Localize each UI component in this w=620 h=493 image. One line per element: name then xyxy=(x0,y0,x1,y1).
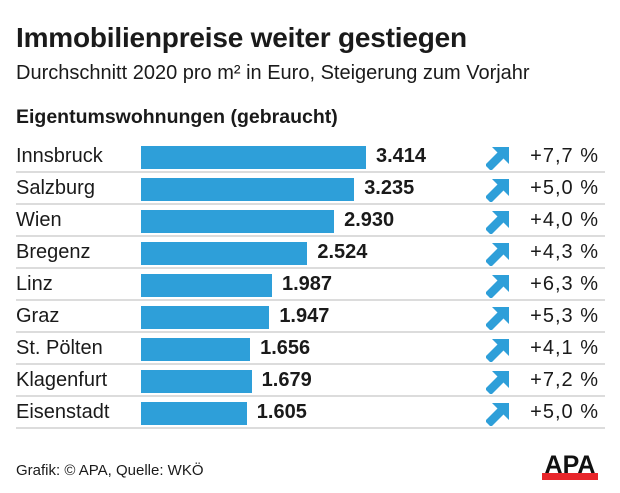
bar xyxy=(141,306,270,329)
change-label: +4,0 % xyxy=(530,209,599,231)
change-label: +5,0 % xyxy=(530,177,599,199)
change-label: +4,1 % xyxy=(530,337,599,359)
arrow-up-right-icon xyxy=(486,211,509,234)
bar xyxy=(141,338,251,361)
change-label: +6,3 % xyxy=(530,273,599,295)
change-label: +7,2 % xyxy=(530,369,599,391)
category-label: Salzburg xyxy=(16,177,95,199)
bar-row: Wien 2.930 +4,0 % xyxy=(16,205,605,237)
bar-row: St. Pölten 1.656 +4,1 % xyxy=(16,333,605,365)
value-label: 3.235 xyxy=(364,177,415,199)
category-label: Graz xyxy=(16,305,60,327)
arrow-up-right-icon xyxy=(486,307,509,330)
category-label: St. Pölten xyxy=(16,337,103,359)
category-label: Klagenfurt xyxy=(16,369,108,391)
value-label: 1.947 xyxy=(279,305,330,327)
bar xyxy=(141,178,355,201)
bar xyxy=(141,146,366,169)
change-label: +7,7 % xyxy=(530,145,599,167)
category-label: Bregenz xyxy=(16,241,91,263)
bar-row: Salzburg 3.235 +5,0 % xyxy=(16,173,605,205)
value-label: 3.414 xyxy=(376,145,427,167)
change-label: +5,3 % xyxy=(530,305,599,327)
category-label: Linz xyxy=(16,273,53,295)
value-label: 2.930 xyxy=(344,209,395,231)
section-heading: Eigentumswohnungen (gebraucht) xyxy=(16,106,338,128)
change-label: +5,0 % xyxy=(530,401,599,423)
bar xyxy=(141,242,308,265)
bar-row: Klagenfurt 1.679 +7,2 % xyxy=(16,365,605,397)
value-label: 1.605 xyxy=(256,401,307,423)
bar-row: Eisenstadt 1.605 +5,0 % xyxy=(16,397,605,429)
bar-chart: Innsbruck 3.414 +7,7 % Salzburg 3.235 +5,0 % W… xyxy=(16,141,605,429)
chart-title: Immobilienpreise weiter gestiegen xyxy=(16,22,467,53)
arrow-up-right-icon xyxy=(486,275,509,298)
category-label: Innsbruck xyxy=(16,145,103,167)
value-label: 1.679 xyxy=(261,369,312,391)
value-label: 2.524 xyxy=(317,241,368,263)
source-credit: Grafik: © APA, Quelle: WKÖ xyxy=(16,462,204,479)
arrow-up-right-icon xyxy=(486,371,509,394)
chart-subtitle: Durchschnitt 2020 pro m² in Euro, Steige… xyxy=(16,62,530,84)
arrow-up-right-icon xyxy=(486,179,509,202)
bar-row: Linz 1.987 +6,3 % xyxy=(16,269,605,301)
category-label: Wien xyxy=(16,209,62,231)
arrow-up-right-icon xyxy=(486,339,509,362)
bar-row: Bregenz 2.524 +4,3 % xyxy=(16,237,605,269)
arrow-up-right-icon xyxy=(486,243,509,266)
arrow-up-right-icon xyxy=(486,147,509,170)
change-label: +4,3 % xyxy=(530,241,599,263)
apa-logo-bar xyxy=(542,473,598,480)
apa-logo: APA xyxy=(542,451,598,480)
bar-row: Innsbruck 3.414 +7,7 % xyxy=(16,141,605,173)
arrow-up-right-icon xyxy=(486,403,509,426)
bar xyxy=(141,370,252,393)
bar-row: Graz 1.947 +5,3 % xyxy=(16,301,605,333)
value-label: 1.987 xyxy=(281,273,333,295)
bar xyxy=(141,402,247,425)
category-label: Eisenstadt xyxy=(16,401,110,423)
value-label: 1.656 xyxy=(260,337,311,359)
bar xyxy=(141,210,335,233)
bar xyxy=(141,274,272,297)
